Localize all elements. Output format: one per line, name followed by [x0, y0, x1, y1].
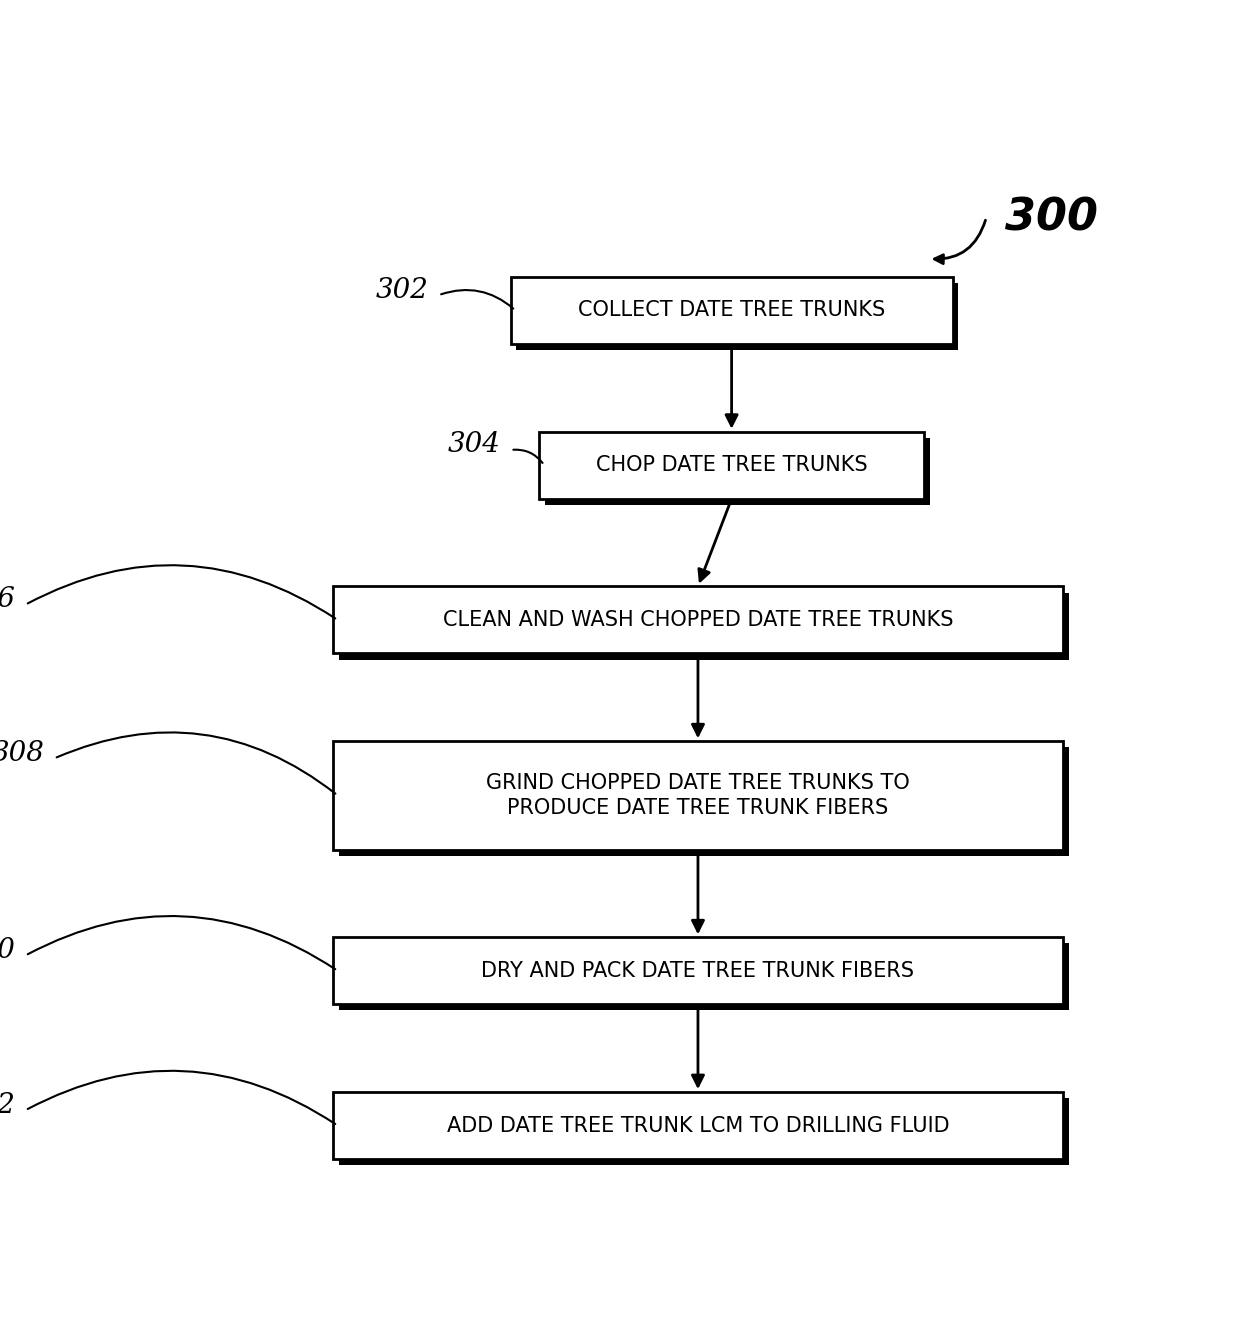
FancyBboxPatch shape [332, 741, 1063, 850]
FancyBboxPatch shape [332, 587, 1063, 654]
Text: CHOP DATE TREE TRUNKS: CHOP DATE TREE TRUNKS [595, 456, 868, 476]
FancyBboxPatch shape [332, 937, 1063, 1004]
FancyBboxPatch shape [339, 748, 1069, 856]
Text: 306: 306 [0, 586, 16, 614]
FancyBboxPatch shape [339, 1099, 1069, 1166]
FancyBboxPatch shape [332, 1092, 1063, 1159]
Text: 312: 312 [0, 1092, 16, 1119]
FancyBboxPatch shape [546, 438, 930, 505]
Text: 304: 304 [448, 431, 501, 458]
Text: 310: 310 [0, 937, 16, 963]
Text: DRY AND PACK DATE TREE TRUNK FIBERS: DRY AND PACK DATE TREE TRUNK FIBERS [481, 961, 914, 981]
FancyBboxPatch shape [339, 592, 1069, 659]
Text: 308: 308 [0, 740, 45, 766]
FancyBboxPatch shape [539, 431, 924, 498]
Text: CLEAN AND WASH CHOPPED DATE TREE TRUNKS: CLEAN AND WASH CHOPPED DATE TREE TRUNKS [443, 610, 954, 630]
Text: GRIND CHOPPED DATE TREE TRUNKS TO
PRODUCE DATE TREE TRUNK FIBERS: GRIND CHOPPED DATE TREE TRUNKS TO PRODUC… [486, 773, 910, 817]
Text: COLLECT DATE TREE TRUNKS: COLLECT DATE TREE TRUNKS [578, 300, 885, 320]
FancyBboxPatch shape [511, 277, 952, 344]
Text: 302: 302 [376, 276, 429, 304]
Text: 300: 300 [1006, 196, 1099, 239]
Text: ADD DATE TREE TRUNK LCM TO DRILLING FLUID: ADD DATE TREE TRUNK LCM TO DRILLING FLUI… [446, 1115, 950, 1135]
FancyBboxPatch shape [339, 943, 1069, 1010]
FancyBboxPatch shape [516, 283, 959, 350]
